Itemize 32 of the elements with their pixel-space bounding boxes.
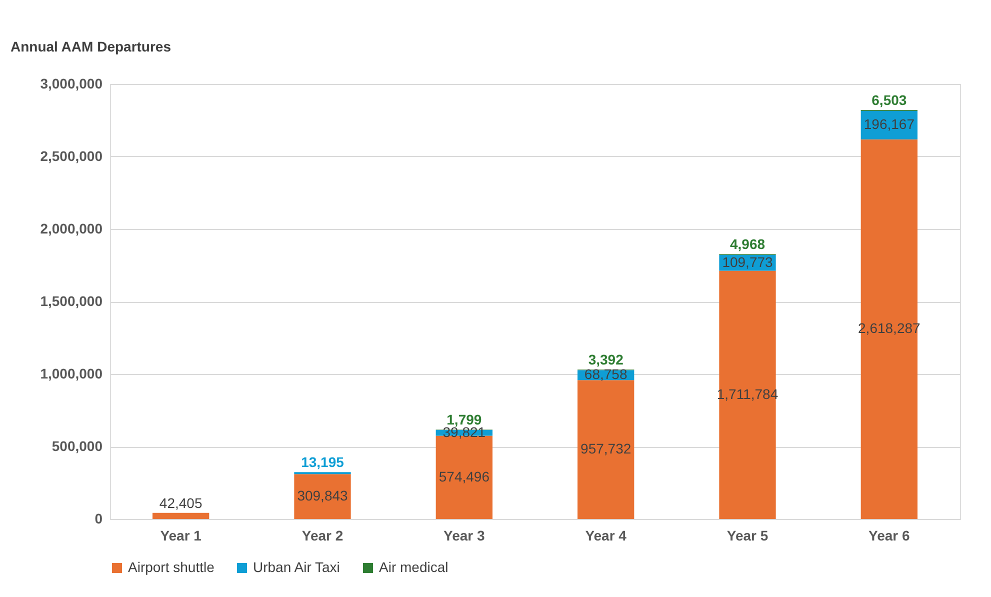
data-label: 68,758 bbox=[584, 366, 628, 382]
x-tick-label: Year 1 bbox=[160, 528, 202, 544]
x-tick-label: Year 2 bbox=[302, 528, 344, 544]
bar bbox=[719, 270, 776, 519]
data-label: 196,167 bbox=[864, 116, 915, 132]
y-tick-label: 2,500,000 bbox=[40, 148, 103, 164]
legend-label: Urban Air Taxi bbox=[253, 559, 340, 575]
bar bbox=[294, 474, 351, 519]
y-tick-label: 3,000,000 bbox=[40, 76, 103, 92]
bar bbox=[152, 512, 210, 519]
legend-label: Airport shuttle bbox=[128, 559, 215, 575]
data-label: 574,496 bbox=[438, 468, 490, 484]
data-label: 4,968 bbox=[730, 236, 766, 252]
x-tick-label: Year 5 bbox=[726, 528, 768, 544]
data-label: 13,195 bbox=[301, 454, 344, 470]
y-tick-label: 500,000 bbox=[52, 438, 103, 454]
y-tick-label: 0 bbox=[94, 510, 103, 526]
data-label: 42,405 bbox=[159, 494, 202, 511]
data-label: 3,392 bbox=[588, 352, 624, 368]
y-tick-label: 2,000,000 bbox=[40, 220, 103, 236]
data-label: 6,503 bbox=[872, 92, 907, 108]
data-label: 109,773 bbox=[722, 254, 774, 270]
data-label: 957,732 bbox=[580, 440, 632, 457]
x-tick-label: Year 4 bbox=[585, 528, 627, 544]
bar bbox=[578, 380, 634, 519]
y-tick-label: 1,500,000 bbox=[40, 293, 103, 309]
y-axis-title: Annual AAM Departures bbox=[10, 38, 172, 54]
x-tick-label: Year 3 bbox=[444, 528, 486, 544]
data-label: 309,843 bbox=[297, 488, 348, 504]
legend-label: Air medical bbox=[379, 559, 448, 575]
y-tick-label: 1,000,000 bbox=[40, 366, 103, 382]
x-tick-label: Year 6 bbox=[868, 528, 910, 544]
